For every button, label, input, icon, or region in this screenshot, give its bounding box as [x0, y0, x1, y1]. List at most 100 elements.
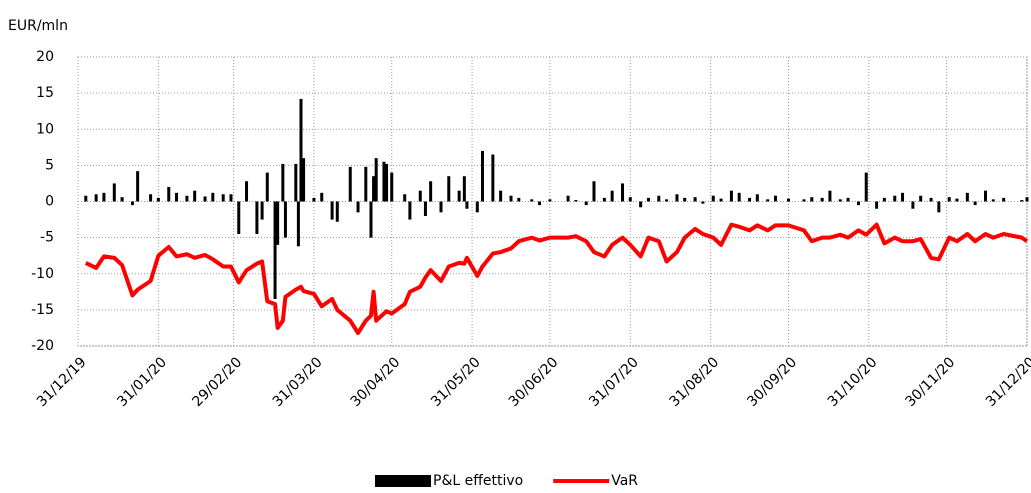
bar: [893, 195, 897, 202]
bar: [856, 201, 860, 206]
bar: [802, 199, 806, 202]
bar: [457, 190, 461, 202]
bar: [356, 201, 360, 213]
bar: [390, 172, 394, 202]
bar: [245, 181, 249, 202]
bar: [348, 166, 352, 202]
bar: [136, 171, 140, 202]
x-tick-label: 31/05/20: [428, 354, 484, 410]
x-tick-label: 30/04/20: [348, 354, 404, 410]
bar: [683, 197, 687, 202]
x-tick-label: 30/09/20: [744, 354, 800, 410]
bar: [203, 196, 207, 202]
bar: [737, 192, 741, 202]
bar: [156, 197, 160, 202]
bar: [991, 199, 995, 202]
bar: [973, 201, 977, 206]
bar: [475, 201, 479, 213]
x-tick-label: 31/01/20: [114, 354, 170, 410]
bar: [693, 197, 697, 202]
x-tick-label: 31/03/20: [270, 354, 326, 410]
bar: [221, 194, 225, 202]
bar: [273, 201, 277, 300]
bar: [621, 183, 625, 202]
bar: [330, 201, 334, 220]
y-tick-label: 5: [45, 157, 54, 173]
bar: [167, 187, 171, 202]
bar: [929, 197, 933, 202]
bar: [418, 190, 422, 202]
bar: [919, 195, 923, 202]
x-tick-label: 31/10/20: [825, 354, 881, 410]
bar: [175, 192, 179, 202]
bar: [237, 201, 241, 235]
y-axis-label: EUR/mln: [8, 18, 68, 34]
bar: [882, 197, 886, 202]
bar: [947, 197, 951, 202]
y-tick-label: 10: [36, 121, 54, 137]
bar: [675, 194, 679, 202]
x-tick-label: 31/12/19: [34, 354, 90, 410]
bar: [423, 201, 427, 216]
bar: [846, 197, 850, 202]
y-tick-label: -15: [31, 302, 54, 318]
bar: [149, 194, 153, 202]
bar: [592, 181, 596, 202]
bar: [462, 176, 466, 202]
bar: [102, 192, 106, 202]
y-tick-label: 15: [36, 85, 54, 101]
bar: [193, 190, 197, 202]
bar: [719, 198, 723, 202]
bar: [84, 195, 88, 202]
bar: [838, 199, 842, 202]
bar: [646, 197, 650, 202]
bar: [810, 197, 814, 202]
bar: [701, 201, 705, 204]
bar: [439, 201, 443, 213]
bar: [937, 201, 941, 213]
bar: [364, 166, 368, 202]
bar: [130, 201, 134, 206]
bar: [602, 197, 606, 202]
bar: [447, 176, 451, 202]
bar: [369, 201, 373, 238]
bar: [875, 201, 879, 209]
line: [84, 222, 1029, 335]
y-tick-label: -5: [40, 230, 54, 246]
bar: [385, 163, 389, 202]
legend-label: P&L effettivo: [433, 473, 523, 489]
bar: [281, 163, 285, 202]
bar: [429, 181, 433, 202]
bar: [639, 201, 643, 208]
bar: [403, 194, 407, 202]
bar: [302, 158, 306, 202]
bar: [320, 192, 324, 202]
y-tick-label: 20: [36, 49, 54, 65]
bar: [657, 195, 661, 202]
legend-label: VaR: [611, 473, 638, 489]
bar: [509, 195, 513, 202]
bar: [491, 154, 495, 202]
bar: [628, 197, 632, 202]
bar: [335, 201, 339, 222]
bar: [1020, 200, 1024, 202]
bar: [229, 194, 233, 202]
x-tick-label: 29/02/20: [189, 354, 245, 410]
bar: [864, 172, 868, 202]
bar: [276, 201, 280, 245]
bar: [538, 201, 542, 206]
bar: [773, 195, 777, 202]
bar: [312, 197, 316, 202]
bar: [911, 201, 915, 209]
bar: [283, 201, 287, 238]
y-tick-label: 0: [45, 194, 54, 210]
bar: [530, 199, 534, 202]
bar: [711, 195, 715, 202]
bar: [299, 98, 303, 202]
x-tick-label: 30/11/20: [902, 354, 958, 410]
bar: [755, 194, 759, 202]
bar: [610, 190, 614, 202]
bar: [748, 197, 752, 202]
bar: [665, 199, 669, 202]
